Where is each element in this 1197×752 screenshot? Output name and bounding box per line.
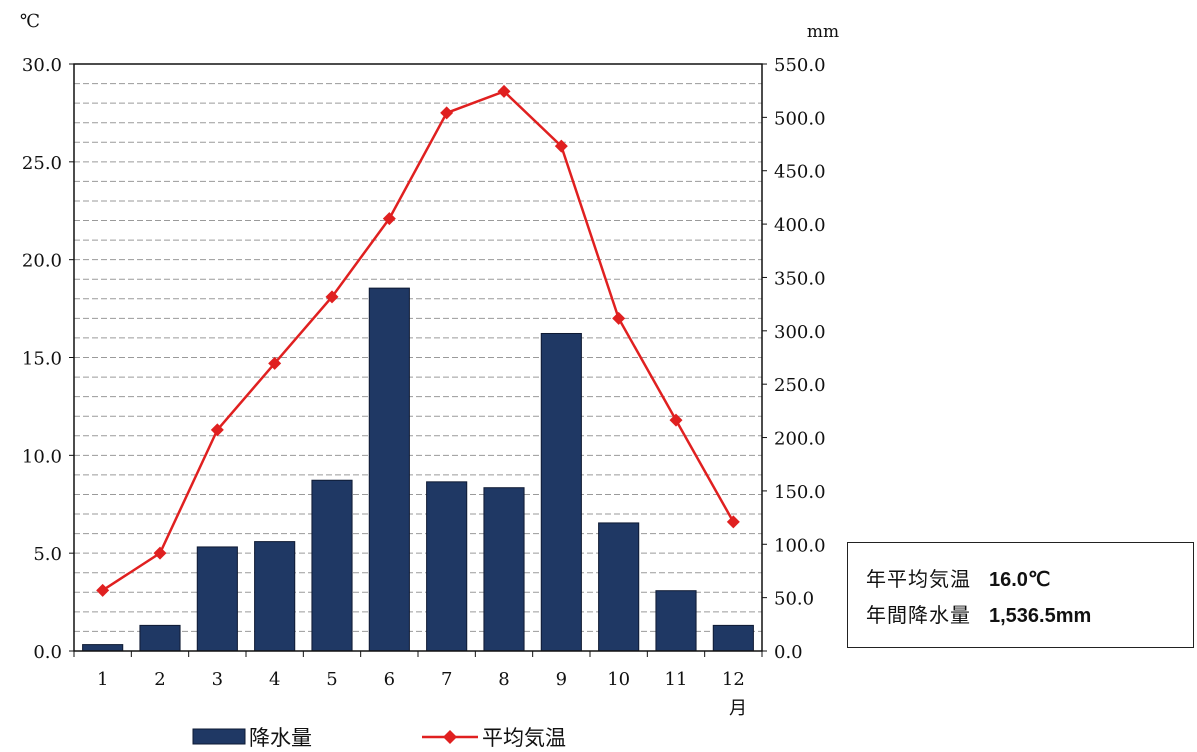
right-axis-ticks: 0.0 50.0 100.0 150.0 200.0 250.0 300.0 350.0 400… — [762, 55, 826, 663]
left-tick-label: 10.0 — [22, 446, 62, 467]
right-tick-label: 300.0 — [774, 322, 826, 343]
legend-line-marker — [443, 730, 457, 744]
precipitation-bar — [254, 541, 296, 652]
annual-precip-label: 年間降水量 — [866, 603, 971, 627]
x-tick-label: 11 — [665, 669, 688, 690]
precipitation-bar — [311, 479, 353, 652]
temperature-point — [96, 583, 110, 597]
x-tick-label: 7 — [441, 669, 452, 690]
legend-line-label: 平均気温 — [482, 726, 566, 750]
precipitation-bar — [368, 287, 410, 652]
right-tick-label: 200.0 — [774, 429, 826, 450]
annual-temp-value: 16.0℃ — [989, 569, 1051, 591]
x-tick-label: 6 — [384, 669, 395, 690]
left-tick-label: 30.0 — [22, 55, 62, 76]
right-tick-label: 0.0 — [774, 642, 803, 663]
left-axis-unit: ℃ — [20, 11, 40, 32]
x-tick-label: 8 — [498, 669, 509, 690]
annual-temp-row: 年平均気温 16.0℃ — [866, 563, 1050, 592]
temperature-point — [382, 212, 396, 226]
precipitation-bar — [483, 487, 525, 652]
left-tick-label: 5.0 — [33, 544, 62, 565]
left-tick-label: 20.0 — [22, 251, 62, 272]
temperature-point — [153, 546, 167, 560]
grid-lines — [74, 83, 762, 632]
x-tick-label: 2 — [154, 669, 165, 690]
temperature-point — [325, 290, 339, 304]
temperature-line — [96, 84, 740, 597]
right-tick-label: 350.0 — [774, 268, 826, 289]
x-axis-unit: 月 — [729, 698, 747, 719]
right-tick-label: 100.0 — [774, 535, 826, 556]
precipitation-bar — [598, 522, 640, 652]
legend-bar-label: 降水量 — [249, 726, 312, 750]
x-tick-label: 3 — [212, 669, 223, 690]
precipitation-bar — [82, 644, 124, 652]
legend-bar-swatch — [192, 728, 246, 745]
left-tick-label: 15.0 — [22, 349, 62, 370]
right-tick-label: 500.0 — [774, 108, 826, 129]
temperature-point — [669, 413, 683, 427]
precipitation-bar — [655, 590, 697, 652]
temperature-point — [554, 139, 568, 153]
temperature-point — [210, 423, 224, 437]
right-axis-unit: mm — [807, 22, 839, 42]
precipitation-bar — [712, 624, 754, 652]
annual-temp-label: 年平均気温 — [866, 567, 971, 591]
right-tick-label: 400.0 — [774, 215, 826, 236]
temperature-point — [268, 356, 282, 370]
x-axis-ticks: 1 2 3 4 5 6 7 8 9 10 11 12 — [73, 651, 763, 690]
x-tick-label: 9 — [556, 669, 567, 690]
x-tick-label: 1 — [97, 669, 108, 690]
right-tick-label: 150.0 — [774, 482, 826, 503]
temperature-point — [726, 515, 740, 529]
left-tick-label: 25.0 — [22, 153, 62, 174]
temperature-point — [440, 106, 454, 120]
right-tick-label: 250.0 — [774, 375, 826, 396]
annual-summary-box: 年平均気温 16.0℃ 年間降水量 1,536.5mm — [847, 542, 1194, 648]
x-tick-label: 12 — [722, 669, 745, 690]
x-tick-label: 4 — [269, 669, 280, 690]
precipitation-bars — [82, 287, 754, 652]
precipitation-bar — [426, 481, 468, 652]
temperature-point — [497, 84, 511, 98]
right-tick-label: 450.0 — [774, 162, 826, 183]
left-axis-ticks: 0.0 5.0 10.0 15.0 20.0 25.0 30.0 — [22, 55, 74, 663]
precipitation-bar — [540, 332, 582, 652]
annual-precip-row: 年間降水量 1,536.5mm — [866, 599, 1091, 628]
x-tick-label: 10 — [607, 669, 630, 690]
right-tick-label: 550.0 — [774, 55, 826, 76]
left-tick-label: 0.0 — [33, 642, 62, 663]
precipitation-bar — [196, 546, 238, 652]
precipitation-bar — [139, 624, 181, 652]
annual-precip-value: 1,536.5mm — [989, 605, 1092, 627]
x-tick-label: 5 — [326, 669, 337, 690]
temperature-point — [612, 311, 626, 325]
temperature-line-path — [101, 89, 735, 592]
right-tick-label: 50.0 — [774, 589, 814, 610]
